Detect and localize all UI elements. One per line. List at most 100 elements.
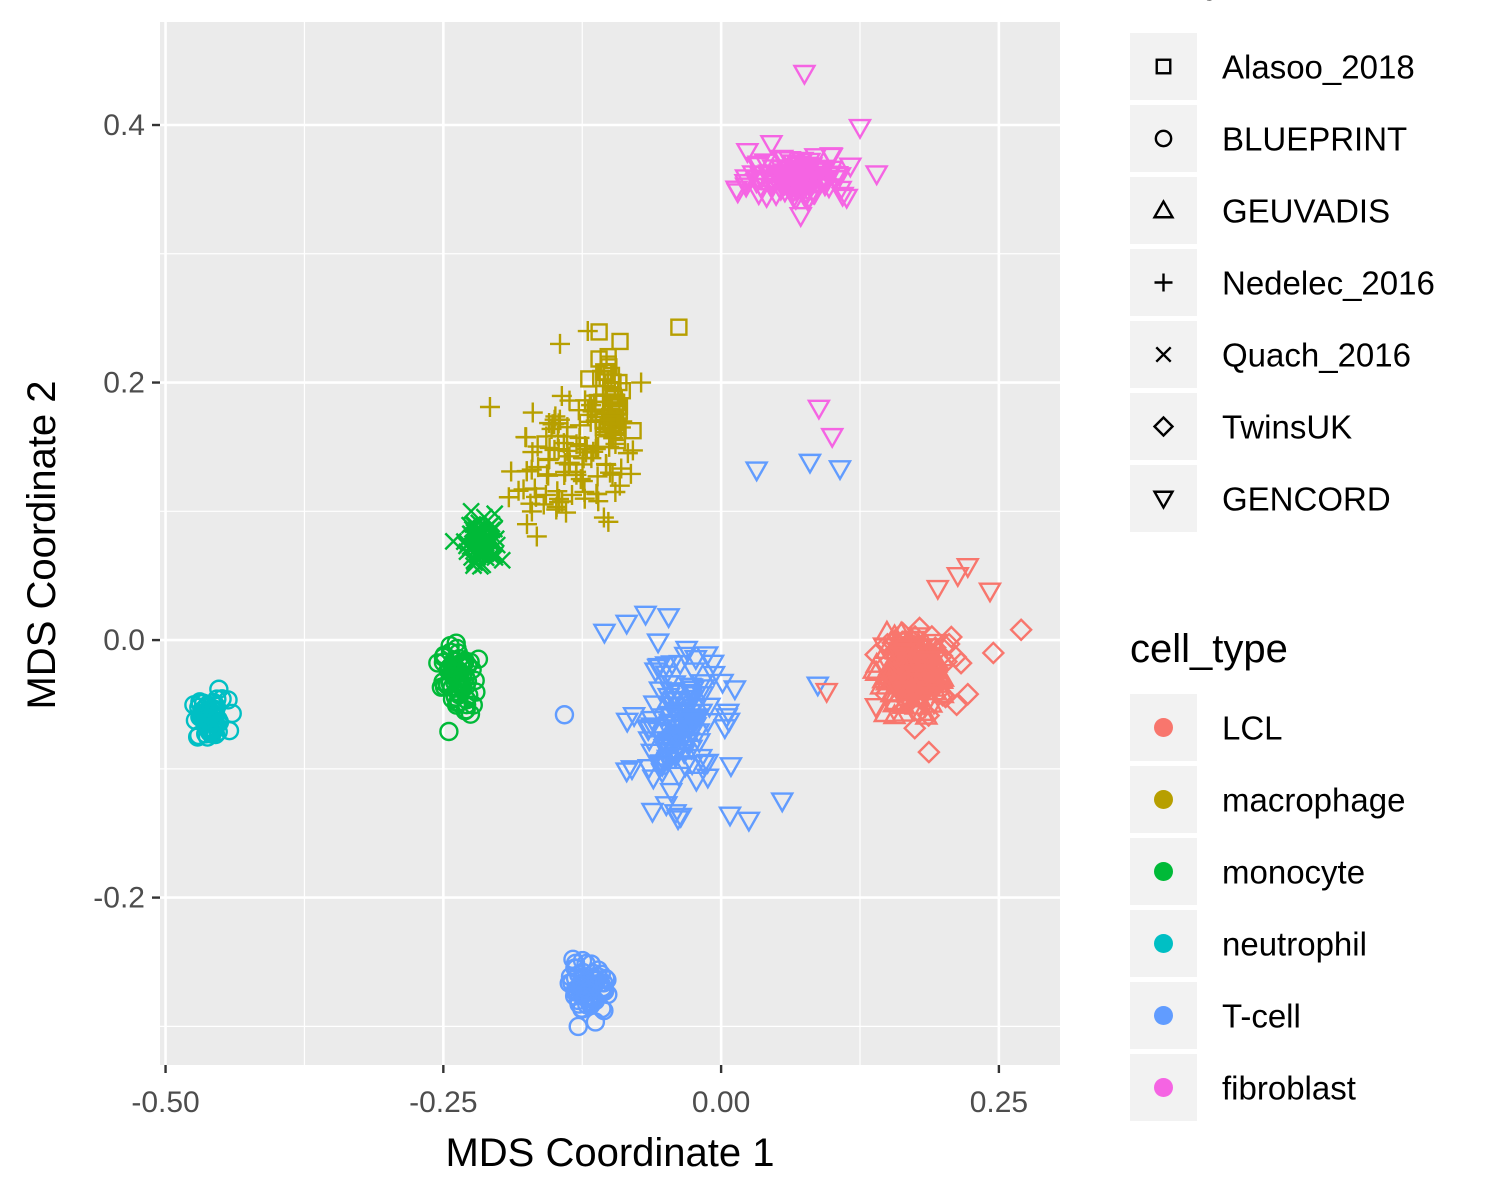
data-point <box>187 727 208 747</box>
data-point <box>604 417 622 436</box>
data-point <box>485 504 504 523</box>
x-tick-label: 0.25 <box>970 1086 1028 1119</box>
data-point <box>594 418 613 437</box>
x-tick-label: -0.25 <box>409 1086 477 1119</box>
data-point <box>820 427 845 450</box>
data-point <box>558 454 579 475</box>
y-tick-label: -0.2 <box>93 882 145 915</box>
data-point <box>639 717 665 739</box>
data-point <box>701 665 727 688</box>
data-point <box>665 684 690 706</box>
data-point <box>725 183 750 205</box>
data-point <box>668 807 693 829</box>
data-point <box>493 551 512 570</box>
data-point <box>468 649 489 669</box>
data-point <box>575 987 595 1007</box>
y-axis: -0.2 0.0 0.2 0.4 <box>93 109 160 915</box>
data-point <box>905 670 930 692</box>
data-point <box>557 417 578 438</box>
data-point <box>649 754 674 776</box>
data-point <box>526 526 547 547</box>
data-point <box>770 792 795 814</box>
data-point <box>206 715 227 735</box>
data-point <box>446 695 467 715</box>
data-point <box>587 484 608 505</box>
x-tick-label: -0.50 <box>131 1086 199 1119</box>
data-point <box>914 638 939 660</box>
data-point <box>516 514 537 535</box>
x-axis: -0.50 -0.25 0.00 0.25 <box>131 1065 1028 1119</box>
data-point <box>796 173 822 195</box>
data-point <box>925 579 950 601</box>
data-point <box>956 682 980 706</box>
data-point <box>924 633 949 656</box>
legend-key-background <box>1130 393 1197 460</box>
data-point <box>508 480 529 501</box>
data-point <box>463 520 482 539</box>
data-point <box>583 441 604 462</box>
data-point <box>916 650 941 672</box>
data-point <box>646 658 671 680</box>
data-point <box>646 633 671 655</box>
legend-label: fibroblast <box>1222 1070 1356 1107</box>
data-point <box>515 427 536 448</box>
legend-key-color <box>1154 934 1173 953</box>
legend-key-triangle <box>1152 199 1175 219</box>
data-point <box>592 998 612 1019</box>
data-point <box>741 165 766 187</box>
data-point <box>665 691 690 713</box>
data-point <box>617 443 638 464</box>
data-point <box>673 646 698 668</box>
data-point <box>592 623 617 645</box>
y-tick-label: 0.0 <box>103 624 145 657</box>
data-point <box>622 707 647 729</box>
data-point <box>676 732 701 754</box>
data-point <box>663 747 689 769</box>
data-point <box>656 608 681 630</box>
legend-key-triangle-down <box>1152 490 1175 510</box>
legend-label: GEUVADIS <box>1222 193 1390 230</box>
plot-panel <box>160 22 1060 1065</box>
data-point <box>593 507 614 528</box>
data-point <box>824 165 850 188</box>
data-point <box>718 757 744 779</box>
data-point <box>939 625 964 649</box>
data-point <box>902 630 928 652</box>
data-point <box>981 641 1006 665</box>
data-point <box>547 481 568 502</box>
data-point <box>795 160 820 182</box>
legend-title: cell_type <box>1130 627 1288 671</box>
data-point <box>577 321 598 342</box>
data-point <box>674 640 699 662</box>
data-point <box>809 160 834 182</box>
legend-key-background <box>1130 465 1197 532</box>
data-point <box>744 461 769 483</box>
data-point <box>753 153 778 175</box>
data-point <box>473 524 491 543</box>
data-point <box>521 459 542 480</box>
data-point <box>871 637 897 659</box>
data-point <box>934 649 959 674</box>
data-point <box>551 385 572 406</box>
legend-key-background <box>1130 33 1197 100</box>
legend-key-color <box>1154 1078 1173 1097</box>
legend-label: BLUEPRINT <box>1222 121 1407 158</box>
data-point <box>690 686 715 708</box>
data-point <box>595 363 613 381</box>
data-point <box>830 186 855 208</box>
data-point <box>440 636 460 656</box>
data-point <box>440 642 461 662</box>
legend-study: study Alasoo_2018 BLUEPRINT GEUVADIS Nedelec… <box>1130 0 1435 532</box>
data-point <box>522 402 543 423</box>
data-point <box>778 179 804 201</box>
data-point <box>863 698 889 720</box>
data-point <box>761 159 786 181</box>
data-point <box>736 811 761 833</box>
data-point <box>549 492 570 513</box>
data-point <box>595 968 616 989</box>
data-point <box>462 502 480 521</box>
data-point <box>455 532 474 551</box>
legend-label: T-cell <box>1222 998 1301 1035</box>
legend-key-color <box>1154 790 1173 809</box>
data-point <box>562 484 583 505</box>
